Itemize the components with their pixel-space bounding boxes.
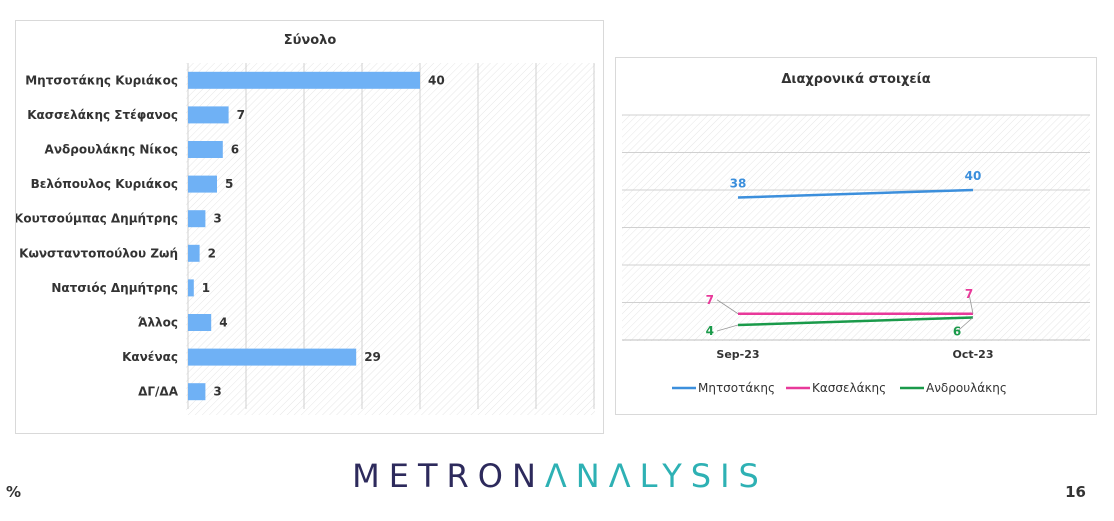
label-leader-line (716, 299, 739, 315)
series-line-3 (737, 316, 974, 327)
brand-logo: METRONΛNΛLYSIS (340, 457, 780, 495)
bar-category-label: Κουτσούμπας Δημήτρης (16, 212, 178, 226)
legend-label: Μητσοτάκης (698, 381, 775, 395)
bar (188, 383, 206, 401)
bar-category-label: Μητσοτάκης Κυριάκος (25, 73, 178, 87)
bar-value-label: 3 (213, 212, 221, 226)
series-line-1 (737, 188, 974, 199)
bar (188, 175, 217, 193)
bar-value-label: 6 (231, 143, 239, 157)
bar (188, 141, 223, 158)
bar-value-label: 3 (213, 385, 221, 399)
label-leader-line (968, 293, 974, 314)
bar-category-label: Κανένας (122, 350, 178, 364)
data-label: 7 (706, 293, 714, 307)
data-label: 40 (965, 169, 982, 183)
data-label: 7 (965, 287, 973, 301)
bar-category-label: Κωνσταντοπούλου Ζωή (19, 246, 178, 260)
bar-value-label: 1 (202, 281, 210, 295)
bar-value-label: 4 (219, 316, 227, 330)
bar-category-label: Βελόπουλος Κυριάκος (31, 177, 178, 191)
bar-chart-panel: Σύνολο Μητσοτάκης Κυριάκος 40 Κασσελάκης Σ… (14, 20, 604, 434)
bar-category-label: Άλλος (138, 316, 178, 330)
bar (188, 279, 194, 297)
data-label: 38 (730, 177, 747, 191)
line-chart: Διαχρονικά στοιχεία Sep-23 Oct-23 38 40 7 7 4 6… (622, 72, 1090, 395)
legend-label: Ανδρουλάκης (926, 381, 1007, 395)
line-chart-panel: Διαχρονικά στοιχεία Sep-23 Oct-23 38 40 7 7 4 6… (615, 57, 1097, 415)
bar-category-label: ΔΓ/ΔΑ (138, 385, 179, 399)
line-chart-title: Διαχρονικά στοιχεία (781, 72, 930, 87)
x-tick-label: Oct-23 (952, 348, 993, 361)
x-tick-label: Sep-23 (716, 348, 759, 361)
bar-value-label: 2 (208, 246, 216, 260)
legend-label: Κασσελάκης (812, 381, 886, 395)
label-leader-line (716, 324, 739, 332)
label-leader-line (956, 317, 974, 332)
brand-part2: ΛNΛLYSIS (544, 457, 768, 495)
bar-value-label: 5 (225, 177, 233, 191)
bar (188, 244, 200, 262)
bar (188, 106, 229, 124)
bar (188, 71, 420, 89)
bar-chart-title: Σύνολο (284, 33, 337, 48)
bar-value-label: 29 (364, 350, 381, 364)
bar-category-label: Ανδρουλάκης Νίκος (45, 143, 178, 157)
data-label: 6 (953, 325, 961, 339)
page-number: 16 (1065, 483, 1086, 501)
bar-value-label: 40 (428, 73, 445, 87)
unit-label: % (6, 483, 22, 501)
bar-category-label: Κασσελάκης Στέφανος (27, 108, 178, 122)
bar (188, 348, 357, 366)
brand-part1: METRON (352, 457, 545, 495)
data-label: 4 (706, 324, 714, 338)
bar-chart: Σύνολο Μητσοτάκης Κυριάκος 40 Κασσελάκης Σ… (14, 33, 595, 415)
bar-category-label: Νατσιός Δημήτρης (51, 281, 178, 295)
bar-value-label: 7 (237, 108, 245, 122)
bar (188, 210, 206, 228)
bar (188, 314, 212, 331)
